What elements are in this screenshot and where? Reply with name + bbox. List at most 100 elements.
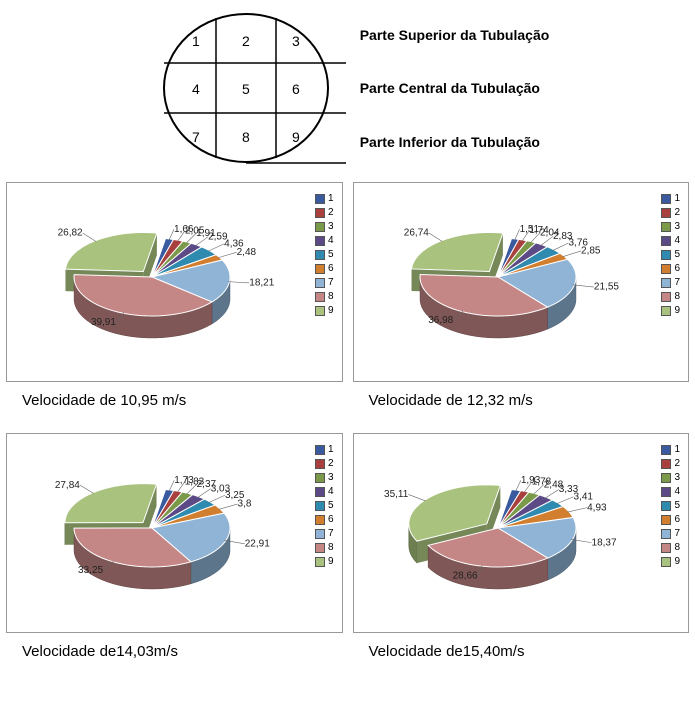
legend-label: 6	[328, 263, 334, 274]
legend-label: 5	[328, 249, 334, 260]
legend-item: 7	[661, 277, 680, 288]
legend-item: 1	[661, 193, 680, 204]
legend-label: 8	[328, 291, 334, 302]
svg-text:22,91: 22,91	[245, 538, 270, 549]
svg-text:18,21: 18,21	[249, 278, 274, 289]
legend-label: 4	[328, 486, 334, 497]
legend-label: 3	[328, 472, 334, 483]
legend-item: 5	[661, 500, 680, 511]
legend-swatch-1	[315, 445, 325, 455]
legend-swatch-9	[315, 557, 325, 567]
row-label-bot: Parte Inferior da Tubulação	[360, 115, 550, 168]
legend-label: 5	[674, 249, 680, 260]
legend-swatch-5	[661, 250, 671, 260]
legend-item: 2	[315, 458, 334, 469]
legend-label: 5	[328, 500, 334, 511]
pipe-row-labels: Parte Superior da Tubulação Parte Centra…	[360, 8, 550, 168]
svg-text:26,82: 26,82	[58, 228, 83, 239]
svg-text:18,37: 18,37	[592, 537, 617, 548]
legend-swatch-6	[661, 515, 671, 525]
legend-label: 7	[328, 528, 334, 539]
legend-item: 2	[661, 458, 680, 469]
legend-label: 8	[328, 542, 334, 553]
legend: 1 2 3 4 5 6 7 8 9	[659, 438, 684, 570]
legend-item: 4	[661, 486, 680, 497]
legend-swatch-5	[315, 250, 325, 260]
cell-5: 5	[242, 81, 250, 97]
legend-item: 9	[315, 305, 334, 316]
cell-9: 9	[292, 129, 300, 145]
legend-item: 8	[661, 291, 680, 302]
legend-swatch-1	[661, 445, 671, 455]
legend: 1 2 3 4 5 6 7 8 9	[659, 187, 684, 319]
cell-6: 6	[292, 81, 300, 97]
svg-text:39,91: 39,91	[91, 317, 116, 328]
cell-8: 8	[242, 129, 250, 145]
legend-label: 1	[674, 193, 680, 204]
legend-swatch-7	[315, 278, 325, 288]
legend-swatch-8	[315, 292, 325, 302]
legend-item: 3	[315, 221, 334, 232]
legend-swatch-4	[315, 487, 325, 497]
pie-chart: 1,662,051,912,594,362,4818,2139,9126,82 …	[6, 182, 343, 382]
chart-caption: Velocidade de14,03m/s	[22, 643, 343, 660]
legend-label: 2	[674, 207, 680, 218]
row-label-mid: Parte Central da Tubulação	[360, 62, 550, 115]
row-label-top: Parte Superior da Tubulação	[360, 8, 550, 61]
legend-label: 4	[674, 486, 680, 497]
legend-item: 4	[315, 235, 334, 246]
legend-label: 4	[328, 235, 334, 246]
legend-label: 6	[674, 263, 680, 274]
legend-swatch-8	[661, 543, 671, 553]
legend-swatch-2	[315, 208, 325, 218]
legend-label: 3	[674, 472, 680, 483]
legend-label: 6	[328, 514, 334, 525]
pie-chart: 1,931,782,483,333,414,9318,3728,6635,11 …	[353, 433, 690, 633]
legend-swatch-8	[661, 292, 671, 302]
svg-text:33,25: 33,25	[78, 565, 103, 576]
svg-text:3,41: 3,41	[574, 491, 594, 502]
legend-item: 6	[661, 263, 680, 274]
legend-label: 3	[674, 221, 680, 232]
legend-item: 9	[661, 556, 680, 567]
legend-item: 3	[661, 221, 680, 232]
svg-text:28,66: 28,66	[453, 571, 478, 582]
legend-swatch-2	[315, 459, 325, 469]
legend-label: 9	[328, 556, 334, 567]
svg-text:3,8: 3,8	[238, 499, 252, 510]
legend-item: 5	[661, 249, 680, 260]
legend-swatch-6	[661, 264, 671, 274]
legend-item: 9	[661, 305, 680, 316]
svg-text:36,98: 36,98	[429, 315, 454, 326]
pipe-grid: 1 2 3 4 5 6 7 8 9	[146, 8, 346, 168]
legend-item: 7	[315, 528, 334, 539]
legend-item: 8	[315, 291, 334, 302]
legend-swatch-8	[315, 543, 325, 553]
svg-text:35,11: 35,11	[384, 489, 409, 500]
chart-caption: Velocidade de 10,95 m/s	[22, 392, 343, 409]
legend-item: 8	[315, 542, 334, 553]
legend-item: 3	[315, 472, 334, 483]
legend-swatch-7	[661, 278, 671, 288]
legend-item: 7	[315, 277, 334, 288]
legend-swatch-1	[315, 194, 325, 204]
legend-item: 6	[661, 514, 680, 525]
legend-item: 5	[315, 500, 334, 511]
charts-grid: 1,662,051,912,594,362,4818,2139,9126,82 …	[0, 182, 695, 684]
legend-label: 4	[674, 235, 680, 246]
svg-text:2,85: 2,85	[581, 246, 601, 257]
legend-swatch-2	[661, 208, 671, 218]
legend-swatch-6	[315, 264, 325, 274]
legend-label: 3	[328, 221, 334, 232]
pie-chart: 1,731,832,373,033,253,822,9133,2527,84 1…	[6, 433, 343, 633]
legend-swatch-5	[315, 501, 325, 511]
legend-label: 7	[674, 277, 680, 288]
legend-item: 9	[315, 556, 334, 567]
svg-text:26,74: 26,74	[404, 228, 429, 239]
legend-swatch-1	[661, 194, 671, 204]
legend-item: 7	[661, 528, 680, 539]
pie-area: 1,931,782,483,333,414,9318,3728,6635,11	[358, 438, 660, 628]
legend-item: 4	[661, 235, 680, 246]
cell-3: 3	[292, 33, 300, 49]
legend-swatch-9	[315, 306, 325, 316]
